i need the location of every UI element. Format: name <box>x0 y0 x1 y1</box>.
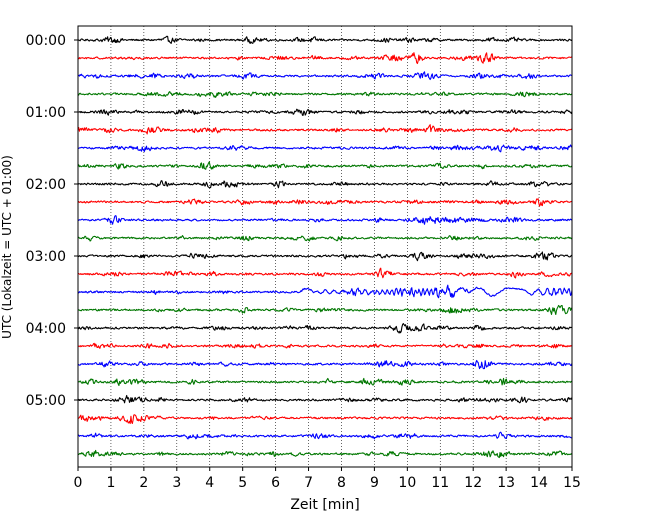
y-tick-label: 01:00 <box>26 105 66 121</box>
trace-line <box>77 180 573 189</box>
x-tick-label: 6 <box>271 475 280 491</box>
x-tick-label: 4 <box>205 475 214 491</box>
x-tick-label: 14 <box>530 475 548 491</box>
trace-line <box>77 284 573 299</box>
x-tick-label: 13 <box>497 475 515 491</box>
x-tick-label: 11 <box>431 475 449 491</box>
trace-line <box>77 71 573 81</box>
x-tick-label: 3 <box>172 475 181 491</box>
x-tick-label: 2 <box>139 475 148 491</box>
trace-line <box>77 144 573 153</box>
trace-line <box>77 215 573 225</box>
y-tick-label: 05:00 <box>26 393 66 409</box>
x-tick-label: 0 <box>74 475 83 491</box>
x-tick-label: 15 <box>563 475 581 491</box>
trace-line <box>77 304 573 316</box>
x-tick-label: 7 <box>304 475 313 491</box>
trace-line <box>77 449 573 459</box>
x-axis-label: Zeit [min] <box>290 497 359 513</box>
trace-line <box>77 91 573 98</box>
x-tick-label: 5 <box>238 475 247 491</box>
trace-line <box>77 323 573 334</box>
trace-line <box>77 161 573 170</box>
x-tick-label: 8 <box>337 475 346 491</box>
trace-line <box>77 108 573 116</box>
trace-line <box>77 342 573 349</box>
trace-line <box>77 235 573 242</box>
y-tick-label: 02:00 <box>26 177 66 193</box>
seismic-traces <box>77 35 573 459</box>
y-axis-ticks: 00:00 01:00 02:00 03:00 04:00 05:00 <box>26 33 78 409</box>
x-tick-label: 10 <box>398 475 416 491</box>
y-tick-label: 03:00 <box>26 249 66 265</box>
y-tick-label: 00:00 <box>26 33 66 49</box>
trace-line <box>77 377 573 387</box>
trace-line <box>77 394 573 404</box>
trace-line <box>77 124 573 135</box>
trace-line <box>77 414 573 425</box>
x-tick-label: 1 <box>106 475 115 491</box>
x-axis-ticks: 0 1 2 3 4 5 6 7 8 9 10 11 12 13 14 15 <box>74 467 581 491</box>
trace-line <box>77 431 573 440</box>
trace-line <box>77 52 573 65</box>
plot-frame <box>77 25 573 468</box>
trace-line <box>77 267 573 279</box>
trace-line <box>77 35 573 45</box>
x-tick-label: 9 <box>370 475 379 491</box>
y-tick-label: 04:00 <box>26 321 66 337</box>
trace-line <box>77 359 573 370</box>
trace-line <box>77 198 573 207</box>
y-axis-label: UTC (Lokalzeit = UTC + 01:00) <box>0 155 14 339</box>
trace-line <box>77 251 573 262</box>
x-tick-label: 12 <box>464 475 482 491</box>
